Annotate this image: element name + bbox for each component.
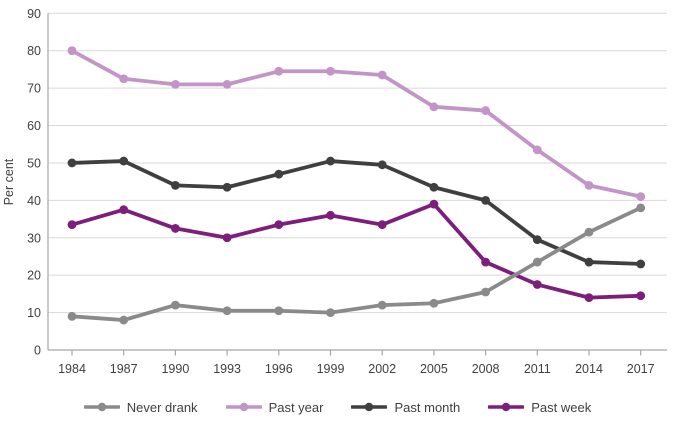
data-point bbox=[274, 306, 284, 316]
data-point bbox=[584, 257, 594, 267]
y-tick-label: 10 bbox=[27, 306, 41, 320]
data-point bbox=[171, 300, 180, 310]
y-axis-title: Per cent bbox=[2, 158, 16, 205]
legend-marker-icon bbox=[225, 402, 262, 412]
data-point bbox=[119, 315, 129, 325]
data-point bbox=[67, 311, 77, 321]
data-point bbox=[326, 308, 335, 317]
data-point bbox=[481, 287, 490, 297]
y-tick-label: 40 bbox=[27, 194, 41, 208]
legend-label: Never drank bbox=[126, 399, 198, 415]
legend-label: Past month bbox=[394, 399, 461, 415]
data-point bbox=[274, 169, 284, 179]
y-tick-label: 80 bbox=[27, 44, 41, 58]
legend-item-past-month: Past month bbox=[351, 400, 460, 415]
x-tick-label: 2008 bbox=[472, 362, 500, 376]
data-point bbox=[636, 291, 646, 301]
legend-marker-icon bbox=[351, 402, 388, 412]
x-tick-label: 2011 bbox=[524, 362, 551, 376]
data-point bbox=[222, 306, 232, 316]
data-point bbox=[584, 293, 594, 303]
data-point bbox=[67, 220, 77, 230]
legend-marker-dot bbox=[365, 402, 374, 412]
legend-item-past-week: Past week bbox=[488, 400, 591, 415]
data-point bbox=[171, 79, 180, 89]
y-tick-label: 0 bbox=[34, 344, 41, 358]
y-tick-label: 20 bbox=[27, 269, 41, 283]
series-line-past-year bbox=[70, 48, 643, 199]
data-point bbox=[429, 182, 439, 192]
data-point bbox=[326, 210, 335, 220]
data-point bbox=[532, 257, 542, 267]
data-point bbox=[636, 203, 646, 213]
series-line-past-month bbox=[70, 159, 643, 266]
data-point bbox=[636, 192, 646, 202]
data-point bbox=[532, 280, 542, 289]
data-point bbox=[222, 182, 232, 192]
data-point bbox=[377, 300, 387, 310]
data-point bbox=[326, 156, 335, 166]
data-point bbox=[636, 259, 646, 269]
data-point bbox=[584, 180, 594, 190]
y-tick-label: 90 bbox=[27, 7, 41, 21]
axes bbox=[47, 13, 667, 356]
data-point bbox=[532, 235, 542, 245]
y-tick-label: 50 bbox=[27, 156, 41, 170]
data-point bbox=[481, 257, 490, 267]
x-tick-label: 2002 bbox=[368, 362, 396, 376]
data-point bbox=[171, 224, 180, 233]
data-point bbox=[326, 66, 335, 76]
legend-marker-icon bbox=[83, 402, 120, 412]
data-point bbox=[429, 102, 439, 112]
data-point bbox=[429, 298, 439, 308]
legend-marker-icon bbox=[488, 402, 525, 412]
data-point bbox=[119, 74, 129, 84]
data-point bbox=[532, 145, 542, 155]
legend-marker-dot bbox=[239, 402, 248, 412]
data-point bbox=[171, 180, 180, 190]
x-tick-label: 1999 bbox=[317, 362, 345, 376]
y-tick-label: 70 bbox=[27, 82, 41, 96]
data-point bbox=[222, 233, 232, 243]
x-tick-label: 2014 bbox=[575, 362, 603, 376]
data-point bbox=[222, 79, 232, 89]
series-line-past-week bbox=[70, 202, 643, 300]
x-axis-tick-labels: 1984 1987 1990 1993 1996 1999 2002 2005 2008 2011… bbox=[58, 362, 655, 376]
series-lines bbox=[67, 46, 646, 325]
y-tick-label: 30 bbox=[27, 231, 41, 245]
data-point bbox=[274, 66, 284, 76]
x-tick-label: 2017 bbox=[627, 362, 655, 376]
data-point bbox=[119, 205, 129, 215]
line-chart: 0 10 20 30 40 50 60 70 80 90 1984 1987 1990 1993 1996… bbox=[2, 7, 667, 376]
data-point bbox=[377, 70, 387, 80]
x-tick-label: 2005 bbox=[420, 362, 448, 376]
legend-item-past-year: Past year bbox=[225, 399, 324, 415]
data-point bbox=[377, 220, 387, 230]
data-point bbox=[67, 158, 77, 168]
data-point bbox=[481, 106, 490, 115]
series-line-never-drank bbox=[70, 205, 643, 322]
x-tick-label: 1993 bbox=[213, 362, 241, 376]
data-point bbox=[67, 46, 77, 56]
y-axis-tick-labels: 0 10 20 30 40 50 60 70 80 90 bbox=[27, 7, 41, 358]
legend-marker-dot bbox=[97, 402, 106, 412]
legend-item-never-drank: Never drank bbox=[83, 399, 198, 415]
legend-marker-dot bbox=[502, 402, 511, 412]
legend: Never drank Past year Past month Past week bbox=[0, 394, 675, 420]
data-point bbox=[274, 220, 284, 230]
data-point bbox=[119, 156, 129, 166]
y-tick-label: 60 bbox=[27, 119, 41, 133]
legend-label: Past week bbox=[531, 399, 592, 415]
legend-label: Past year bbox=[268, 399, 324, 415]
x-tick-label: 1996 bbox=[265, 362, 293, 376]
x-tick-label: 1990 bbox=[161, 362, 189, 376]
x-tick-label: 1987 bbox=[110, 362, 138, 376]
data-point bbox=[429, 199, 439, 209]
x-tick-label: 1984 bbox=[58, 362, 86, 376]
data-point bbox=[481, 195, 490, 205]
data-point bbox=[377, 160, 387, 170]
data-point bbox=[584, 227, 594, 237]
